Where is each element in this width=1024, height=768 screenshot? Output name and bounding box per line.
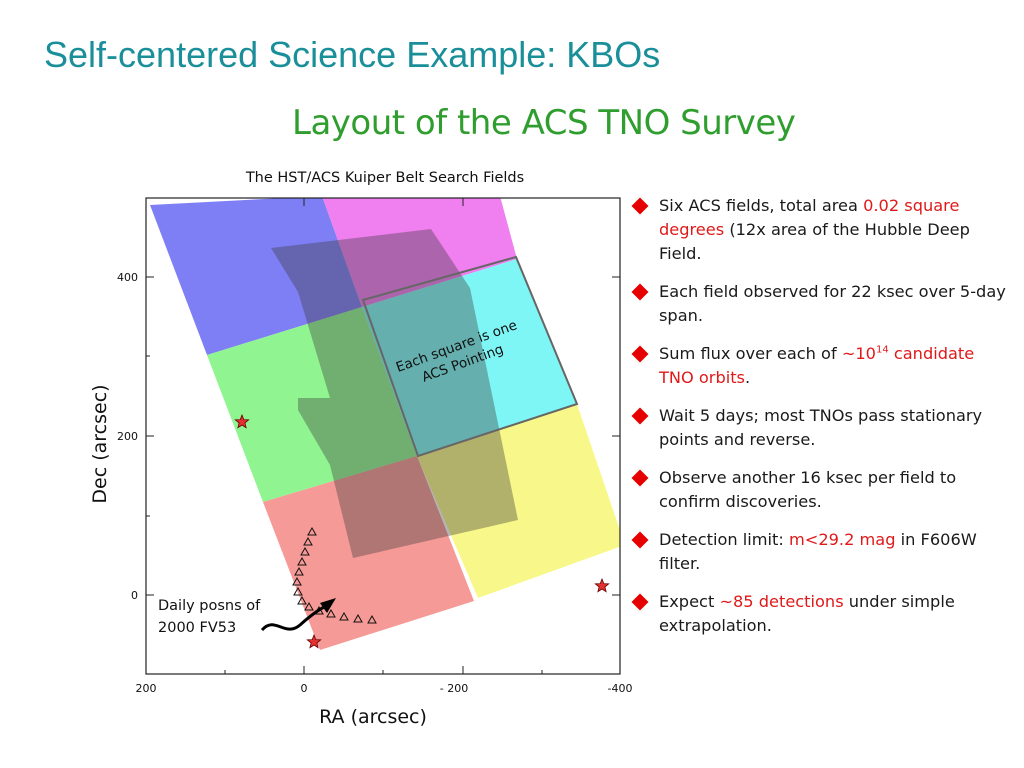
position-triangle <box>293 586 303 596</box>
diamond-bullet-icon <box>631 283 649 301</box>
bullet-item: Sum flux over each of ~1014 candidate TN… <box>631 342 1012 390</box>
x-axis-label: RA (arcsec) <box>319 706 427 728</box>
fv53-daily-positions <box>292 526 377 624</box>
position-triangle <box>303 536 313 546</box>
diamond-bullet-icon <box>631 531 649 549</box>
position-triangle <box>353 613 363 623</box>
figure-title: The HST/ACS Kuiper Belt Search Fields <box>245 170 524 186</box>
slide-title: Self-centered Science Example: KBOs <box>44 34 661 75</box>
bullet-text: ~10 <box>841 344 876 363</box>
bullet-text: Each field observed for 22 ksec over 5-d… <box>659 282 1006 325</box>
bullet-item: Observe another 16 ksec per field to con… <box>631 466 1012 514</box>
position-triangle <box>297 556 307 566</box>
bullet-text: Wait 5 days; most TNOs pass stationary p… <box>659 406 983 449</box>
figure-svg: The HST/ACS Kuiper Belt Search Fields <box>89 170 633 728</box>
bullet-text: in F606W filter. <box>659 530 977 573</box>
bullet-text: under simple extrapolation. <box>659 592 955 635</box>
bullet-text: Six ACS fields, total area <box>659 196 864 215</box>
bullet-text: 14 <box>875 344 889 356</box>
y-tick-label: 400 <box>117 271 138 284</box>
star-marker-icon <box>594 577 610 593</box>
bullet-text: Observe another 16 ksec per field to con… <box>659 468 957 511</box>
star-marker-icon <box>306 633 322 649</box>
position-triangle <box>367 614 377 624</box>
x-tick-label: -400 <box>608 682 633 695</box>
diamond-bullet-icon <box>631 345 649 363</box>
bullet-item: Expect ~85 detections under simple extra… <box>631 590 1012 638</box>
y-tick-label: 200 <box>117 430 138 443</box>
field-green <box>207 307 417 502</box>
bullet-item: Wait 5 days; most TNOs pass stationary p… <box>631 404 1012 452</box>
field-yellow <box>417 404 620 598</box>
field-cyan <box>362 259 577 456</box>
position-triangle <box>307 526 317 536</box>
position-triangle <box>339 611 349 621</box>
diamond-bullet-icon <box>631 593 649 611</box>
pointing-overlap-region <box>271 229 518 558</box>
x-tick-label: 0 <box>301 682 308 695</box>
y-tick-label: 0 <box>131 589 138 602</box>
bullet-text: Expect <box>659 592 720 611</box>
position-triangle <box>326 608 336 618</box>
bullet-text: ~85 detections <box>719 592 844 611</box>
bullet-text: Detection limit: <box>659 530 789 549</box>
y-axis-label: Dec (arcsec) <box>89 384 111 503</box>
track-annotation-line: 2000 FV53 <box>158 620 236 636</box>
diamond-bullet-icon <box>631 407 649 425</box>
slide-subtitle: Layout of the ACS TNO Survey <box>292 103 796 143</box>
position-triangle <box>292 576 302 586</box>
bullet-text: candidate TNO orbits <box>659 344 975 387</box>
field-red <box>263 456 474 650</box>
y-axis-ticks <box>146 276 620 596</box>
star-marker-icon <box>234 413 250 429</box>
bullet-text: 0.02 square degrees <box>659 196 960 239</box>
reference-stars <box>234 413 610 649</box>
bullet-text: . <box>745 368 751 387</box>
x-tick-label: - 200 <box>440 682 468 695</box>
track-arrow <box>260 604 327 632</box>
position-triangle <box>297 595 307 605</box>
track-annotation-line: Daily posns of <box>158 598 261 614</box>
bullet-text: m<29.2 mag <box>789 530 896 549</box>
x-tick-label: 200 <box>136 682 157 695</box>
position-triangle <box>294 566 304 576</box>
bullet-text: (12x area of the Hubble Deep Field. <box>659 220 970 263</box>
position-triangle <box>300 546 310 556</box>
field-blue <box>150 198 362 355</box>
bullet-item: Detection limit: m<29.2 mag in F606W fil… <box>631 528 1012 576</box>
bullet-item: Each field observed for 22 ksec over 5-d… <box>631 280 1012 328</box>
track-arrowhead <box>320 598 336 613</box>
pointing-outline <box>361 255 579 458</box>
field-layout <box>150 198 620 650</box>
survey-field-figure: The HST/ACS Kuiper Belt Search Fields <box>80 160 640 740</box>
x-axis-ticks <box>224 198 543 674</box>
bullet-item: Six ACS fields, total area 0.02 square d… <box>631 194 1012 266</box>
diamond-bullet-icon <box>631 469 649 487</box>
bullet-text: Sum flux over each of <box>659 344 842 363</box>
diamond-bullet-icon <box>631 197 649 215</box>
position-triangle <box>304 601 314 611</box>
field-magenta <box>322 198 517 307</box>
bullet-list: Six ACS fields, total area 0.02 square d… <box>631 194 1012 652</box>
